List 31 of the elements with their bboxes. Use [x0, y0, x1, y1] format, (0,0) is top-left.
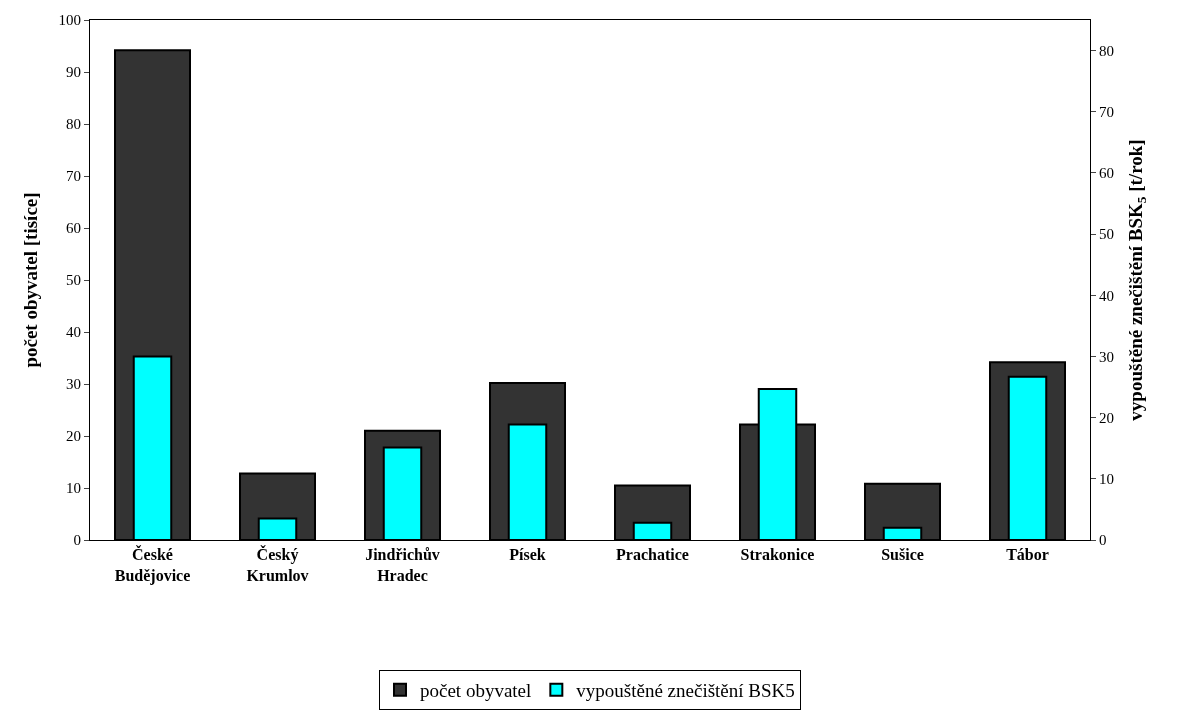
- y-tick-label: 90: [66, 64, 81, 81]
- y-tick-label: 80: [66, 116, 81, 133]
- y2-tick-label: 0: [1099, 532, 1107, 549]
- y2-tick-label: 70: [1099, 104, 1114, 121]
- y-tick-label: 60: [66, 220, 81, 237]
- y-tick-label: 50: [66, 272, 81, 289]
- legend-label: vypouštěné znečištění BSK5: [576, 680, 795, 702]
- y-tick-label: 0: [73, 532, 81, 549]
- y2-tick-label: 60: [1099, 165, 1114, 182]
- x-tick-label: Strakonice: [740, 546, 815, 564]
- y2-tick-label: 40: [1099, 287, 1114, 304]
- y-tick-label: 20: [66, 428, 81, 445]
- y2-tick-label: 20: [1099, 409, 1114, 426]
- x-tick-label: Prachatice: [616, 546, 689, 564]
- x-tick-label: Český Krumlov: [246, 545, 309, 584]
- y2-tick-label: 50: [1099, 226, 1114, 243]
- y-tick-label: 30: [66, 376, 81, 393]
- y-tick-label: 70: [66, 168, 81, 185]
- y-tick-label: 10: [66, 480, 81, 497]
- x-tick-label: Tábor: [1006, 546, 1049, 564]
- x-tick-label: Jindřichův Hradec: [365, 546, 440, 584]
- y2-tick-label: 80: [1099, 42, 1114, 59]
- y-tick-label: 40: [66, 324, 81, 341]
- y-tick-label: 100: [58, 12, 81, 29]
- y2-tick-label: 30: [1099, 348, 1114, 365]
- y-axis-title: počet obyvatel [tisíce]: [20, 192, 42, 368]
- y2-tick-label: 10: [1099, 471, 1114, 488]
- x-tick-label: České Budějovice: [114, 545, 191, 585]
- x-tick-label: Sušice: [881, 546, 924, 564]
- legend-label: počet obyvatel: [420, 680, 532, 702]
- x-tick-label: Písek: [509, 546, 546, 564]
